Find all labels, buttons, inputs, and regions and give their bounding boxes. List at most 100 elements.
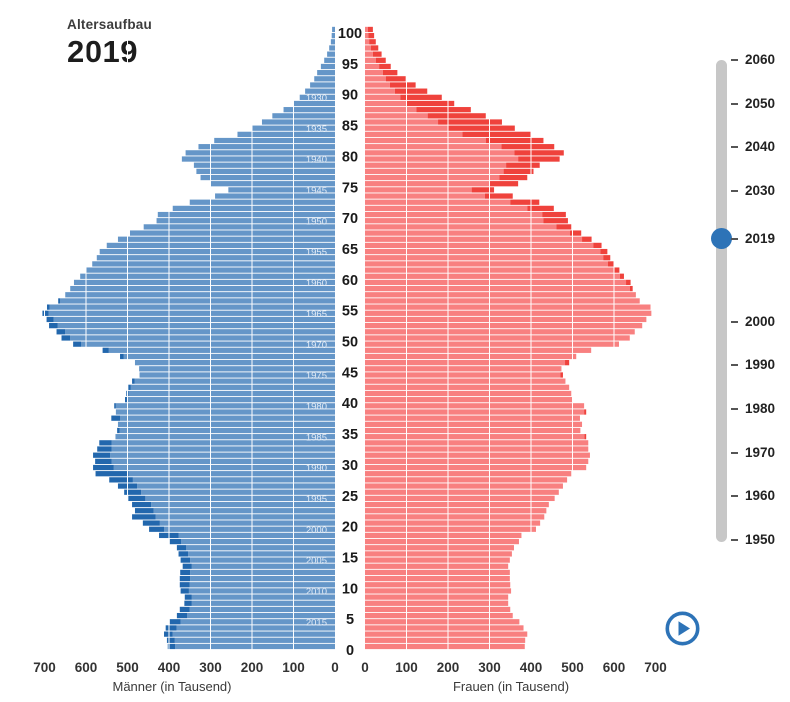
women-bar-age-25[interactable] <box>365 489 559 495</box>
women-bar-age-70[interactable] <box>365 211 543 218</box>
women-bar-age-97[interactable] <box>365 45 371 51</box>
women-bar-age-8[interactable] <box>365 594 509 600</box>
men-bar-age-28[interactable] <box>128 471 335 477</box>
men-bar-age-24[interactable] <box>145 495 335 502</box>
men-surplus-age-56[interactable] <box>58 298 61 304</box>
men-surplus-age-27[interactable] <box>109 477 133 483</box>
women-surplus-age-58[interactable] <box>629 285 633 292</box>
men-bar-age-10[interactable] <box>189 582 335 588</box>
men-bar-age-16[interactable] <box>186 545 335 551</box>
women-surplus-age-88[interactable] <box>406 100 455 107</box>
men-surplus-age-31[interactable] <box>93 452 111 458</box>
women-bar-age-12[interactable] <box>365 569 510 576</box>
men-bar-age-5[interactable] <box>187 612 335 619</box>
men-bar-age-38[interactable] <box>115 409 335 415</box>
men-bar-age-100[interactable] <box>332 26 335 33</box>
men-surplus-age-32[interactable] <box>97 446 112 452</box>
women-bar-age-6[interactable] <box>365 606 511 613</box>
women-bar-age-85[interactable] <box>365 119 439 125</box>
men-bar-age-83[interactable] <box>237 131 335 137</box>
men-surplus-age-10[interactable] <box>179 582 190 588</box>
men-bar-age-60[interactable] <box>80 273 335 279</box>
men-surplus-age-30[interactable] <box>95 458 112 464</box>
women-surplus-age-92[interactable] <box>385 76 406 82</box>
men-bar-age-49[interactable] <box>81 341 336 347</box>
men-bar-age-99[interactable] <box>331 33 335 39</box>
women-bar-age-47[interactable] <box>365 353 577 360</box>
men-surplus-age-3[interactable] <box>165 625 177 631</box>
women-surplus-age-78[interactable] <box>506 162 540 168</box>
women-bar-age-72[interactable] <box>365 199 511 205</box>
men-bar-age-25[interactable] <box>141 489 335 495</box>
slider-year-label-1990[interactable]: 1990 <box>745 357 776 373</box>
men-bar-age-45[interactable] <box>139 366 335 372</box>
men-bar-age-17[interactable] <box>181 538 335 545</box>
women-surplus-age-64[interactable] <box>600 248 608 255</box>
women-surplus-age-98[interactable] <box>369 39 376 45</box>
women-bar-age-17[interactable] <box>365 538 519 545</box>
men-bar-age-30[interactable] <box>111 458 335 464</box>
men-bar-age-94[interactable] <box>320 63 335 70</box>
men-bar-age-52[interactable] <box>57 322 335 329</box>
men-bar-age-51[interactable] <box>65 329 335 335</box>
men-bar-age-40[interactable] <box>127 397 336 403</box>
men-bar-age-76[interactable] <box>200 174 335 181</box>
men-bar-age-9[interactable] <box>188 588 335 594</box>
men-bar-age-71[interactable] <box>172 205 335 212</box>
women-bar-age-74[interactable] <box>365 187 472 193</box>
men-bar-age-48[interactable] <box>108 347 335 353</box>
men-bar-age-59[interactable] <box>73 279 335 286</box>
women-surplus-age-71[interactable] <box>527 205 554 212</box>
women-bar-age-0[interactable] <box>365 643 525 650</box>
women-surplus-age-62[interactable] <box>607 261 615 267</box>
men-bar-age-66[interactable] <box>117 236 335 242</box>
men-bar-age-42[interactable] <box>130 384 335 390</box>
women-bar-age-88[interactable] <box>365 100 407 107</box>
women-bar-age-92[interactable] <box>365 76 386 82</box>
men-surplus-age-53[interactable] <box>46 316 54 323</box>
women-bar-age-65[interactable] <box>365 242 594 249</box>
women-bar-age-78[interactable] <box>365 162 507 168</box>
women-bar-age-82[interactable] <box>365 137 486 144</box>
women-bar-age-20[interactable] <box>365 520 541 526</box>
women-surplus-age-89[interactable] <box>400 94 442 100</box>
women-bar-age-69[interactable] <box>365 218 544 224</box>
men-bar-age-54[interactable] <box>48 310 336 316</box>
women-bar-age-42[interactable] <box>365 384 570 390</box>
women-surplus-age-60[interactable] <box>619 273 624 279</box>
men-bar-age-18[interactable] <box>178 532 335 539</box>
slider-year-label-1950[interactable]: 1950 <box>745 532 776 547</box>
men-bar-age-63[interactable] <box>96 255 335 261</box>
men-surplus-age-20[interactable] <box>142 520 160 526</box>
men-bar-age-67[interactable] <box>129 230 335 236</box>
men-bar-age-20[interactable] <box>159 520 335 526</box>
women-bar-age-59[interactable] <box>365 279 627 286</box>
women-bar-age-3[interactable] <box>365 625 524 631</box>
women-bar-age-79[interactable] <box>365 156 519 162</box>
men-bar-age-89[interactable] <box>299 94 335 100</box>
women-bar-age-38[interactable] <box>365 409 585 415</box>
men-bar-age-75[interactable] <box>210 181 335 187</box>
women-bar-age-75[interactable] <box>365 181 490 187</box>
men-bar-age-73[interactable] <box>215 193 335 199</box>
women-surplus-age-69[interactable] <box>543 218 568 224</box>
men-bar-age-95[interactable] <box>324 57 335 63</box>
women-bar-age-52[interactable] <box>365 322 643 329</box>
women-surplus-age-34[interactable] <box>584 434 587 440</box>
men-surplus-age-11[interactable] <box>179 575 191 582</box>
women-bar-age-26[interactable] <box>365 483 563 489</box>
slider-year-label-2000[interactable]: 2000 <box>745 313 776 329</box>
women-bar-age-21[interactable] <box>365 514 545 520</box>
women-bar-age-32[interactable] <box>365 446 589 452</box>
slider-year-label-2050[interactable]: 2050 <box>745 95 776 111</box>
men-bar-age-98[interactable] <box>330 39 335 45</box>
men-bar-age-68[interactable] <box>143 224 335 230</box>
women-surplus-age-86[interactable] <box>427 113 486 119</box>
men-bar-age-34[interactable] <box>115 434 335 440</box>
women-bar-age-87[interactable] <box>365 107 417 113</box>
women-bar-age-48[interactable] <box>365 347 592 353</box>
men-surplus-age-12[interactable] <box>180 569 191 576</box>
women-bar-age-58[interactable] <box>365 285 630 292</box>
women-bar-age-76[interactable] <box>365 174 500 181</box>
women-bar-age-13[interactable] <box>365 563 509 569</box>
